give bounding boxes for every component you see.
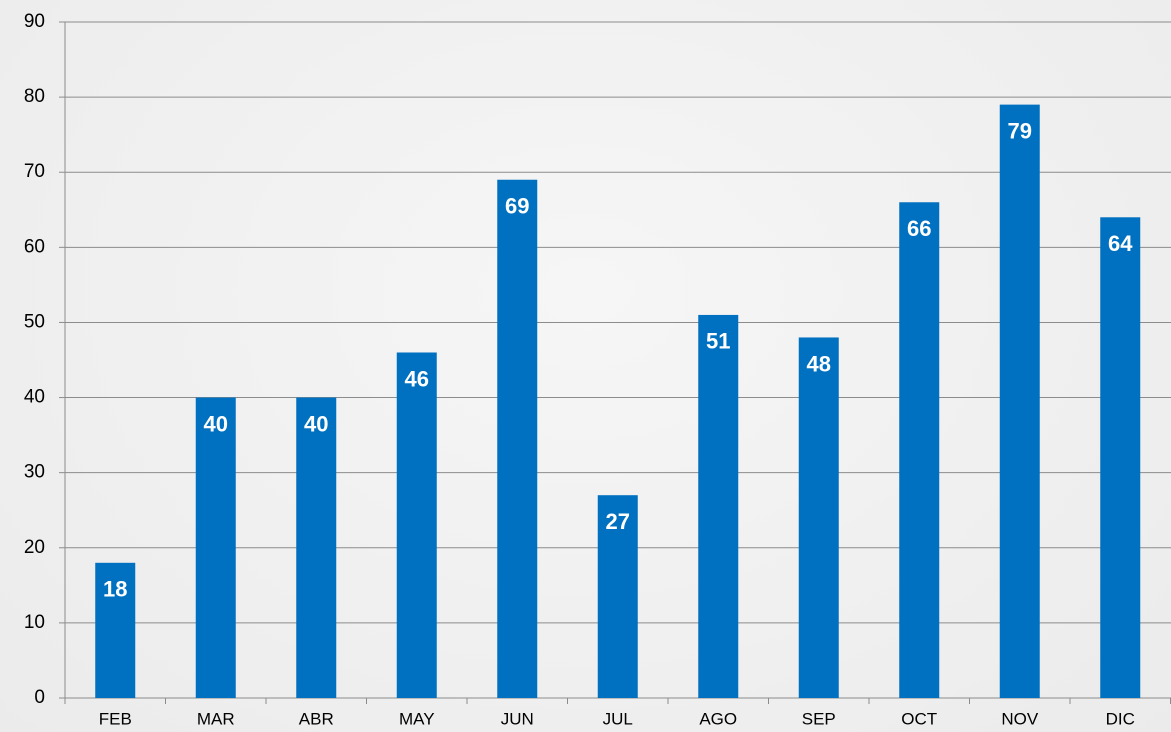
bar (1100, 217, 1140, 698)
x-tick-label: JUN (501, 709, 534, 728)
x-tick-label: DIC (1106, 709, 1135, 728)
data-label: 46 (405, 366, 429, 391)
data-label: 69 (505, 194, 529, 219)
x-tick-label: MAY (399, 709, 435, 728)
data-label: 40 (304, 411, 328, 436)
y-tick-label: 40 (24, 387, 45, 408)
data-label: 48 (807, 351, 831, 376)
x-tick-label: NOV (1001, 709, 1039, 728)
y-tick-label: 10 (24, 612, 45, 633)
bar (1000, 105, 1040, 698)
bar (698, 315, 738, 698)
y-tick-label: 60 (24, 236, 45, 257)
y-tick-label: 0 (34, 687, 45, 708)
y-tick-label: 30 (24, 462, 45, 483)
bar (397, 352, 437, 698)
y-tick-label: 70 (24, 161, 45, 182)
chart: 0 10 20 30 40 50 60 70 80 90 FEB 18 MAR 40 ABR 40 MAY 46 J… (0, 0, 1171, 732)
y-tick-label: 80 (24, 86, 45, 107)
x-tick-label: ABR (299, 709, 334, 728)
data-label: 27 (606, 509, 630, 534)
y-tick-label: 20 (24, 537, 45, 558)
page: 0 10 20 30 40 50 60 70 80 90 FEB 18 MAR 40 ABR 40 MAY 46 J… (0, 0, 1171, 732)
bar (497, 180, 537, 698)
y-tick-label: 50 (24, 311, 45, 332)
x-tick-label: SEP (802, 709, 836, 728)
bar (296, 398, 336, 698)
data-label: 18 (103, 577, 127, 602)
x-tick-label: FEB (99, 709, 132, 728)
data-label: 51 (706, 329, 730, 354)
bar (196, 398, 236, 698)
data-label: 40 (204, 411, 228, 436)
x-tick-label: JUL (603, 709, 633, 728)
y-tick-label: 90 (24, 11, 45, 32)
data-label: 66 (907, 216, 931, 241)
x-tick-label: AGO (699, 709, 737, 728)
bar (799, 337, 839, 698)
x-tick-label: MAR (197, 709, 235, 728)
data-label: 64 (1108, 231, 1133, 256)
x-tick-label: OCT (901, 709, 937, 728)
data-label: 79 (1008, 118, 1032, 143)
bar (899, 202, 939, 698)
